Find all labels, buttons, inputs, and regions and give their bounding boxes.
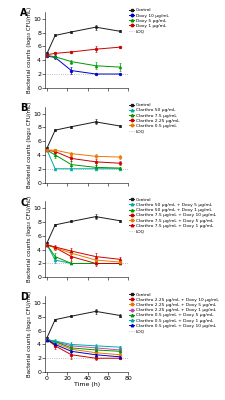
Y-axis label: Bacterial counts (log₁₀ CFU/mL): Bacterial counts (log₁₀ CFU/mL) bbox=[27, 102, 32, 188]
X-axis label: Time (h): Time (h) bbox=[74, 382, 100, 387]
Y-axis label: Bacterial counts (log₁₀ CFU/mL): Bacterial counts (log₁₀ CFU/mL) bbox=[27, 7, 32, 93]
Text: B: B bbox=[20, 103, 27, 113]
Legend: Control, Doxy 10 µg/mL, Doxy 5 µg/mL, Doxy 1 µg/mL, LOQ: Control, Doxy 10 µg/mL, Doxy 5 µg/mL, Do… bbox=[129, 8, 169, 33]
Y-axis label: Bacterial counts (log₁₀ CFU/mL): Bacterial counts (log₁₀ CFU/mL) bbox=[27, 291, 32, 377]
Legend: Control, Clarthro 2.25 µg/mL + Doxy 10 µg/mL, Clarthro 2.25 µg/mL + Doxy 5 µg/mL: Control, Clarthro 2.25 µg/mL + Doxy 10 µ… bbox=[129, 292, 218, 333]
Text: C: C bbox=[20, 198, 27, 208]
Text: A: A bbox=[20, 8, 27, 18]
Y-axis label: Bacterial counts (log₁₀ CFU/mL): Bacterial counts (log₁₀ CFU/mL) bbox=[27, 196, 32, 282]
Legend: Control, Clarthro 50 µg/mL, Clarthro 7.5 µg/mL, Clarthro 2.25 µg/mL, Clarthro 0.: Control, Clarthro 50 µg/mL, Clarthro 7.5… bbox=[129, 103, 179, 133]
Legend: Control, Clarthro 50 µg/mL + Doxy 5 µg/mL, Clarthro 50 µg/mL + Doxy 1 µg/mL, Cla: Control, Clarthro 50 µg/mL + Doxy 5 µg/m… bbox=[129, 198, 216, 233]
Text: D: D bbox=[20, 292, 28, 302]
